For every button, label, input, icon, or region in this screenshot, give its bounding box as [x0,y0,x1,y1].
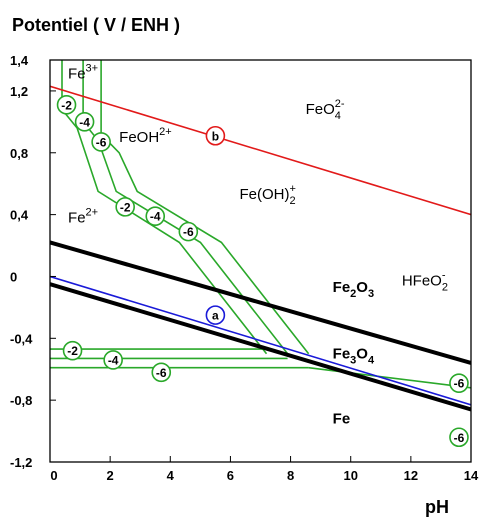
marker-label: -4 [79,115,90,129]
y-tick-label: -0,4 [10,331,33,346]
marker-8: -2 [62,340,83,361]
marker-label: -6 [454,377,465,391]
x-axis-title: pH [425,497,449,517]
water-line-b [50,85,471,216]
plot-frame [49,59,472,463]
y-tick-label: 0,8 [10,146,28,161]
species-label-4: Fe2+ [68,206,98,226]
marker-circle [62,340,83,361]
marker-11: -6 [449,373,469,393]
marker-circle [91,132,111,152]
y-tick-label: -1,2 [10,455,32,470]
axis-ticks: 0 2 4 6 8 10 12 14 1,4 1,2 0,8 0,4 0 -0,4 -0,8 -1,2 [10,53,479,483]
marker-label: -2 [67,344,78,358]
marker-circle [103,350,123,370]
marker-circle [205,305,226,325]
x-tick-label: 4 [167,468,175,483]
x-tick-label: 14 [464,468,479,483]
oxide-boundary-line-0 [50,240,471,365]
marker-circle [178,221,199,242]
marker-circle [449,373,469,393]
x-tick-label: 10 [343,468,357,483]
marker-12: -6 [449,427,469,448]
x-tick-label: 0 [50,468,57,483]
fe-boundary-line-0 [61,60,268,355]
marker-3: -4 [74,112,95,132]
marker-0: b [205,125,226,146]
marker-circle [449,427,469,448]
boundary-lines [50,60,471,412]
x-tick-label: 8 [287,468,294,483]
marker-label: -4 [108,353,119,367]
marker-5: -2 [115,197,135,217]
species-labels: Fe3+ FeOH2+ FeO42- Fe(OH)2+ Fe2+ Fe2O3 HFeO2- F… [68,63,448,428]
marker-label: a [212,309,219,323]
marker-label: b [212,129,219,143]
y-tick-label: 0,4 [10,208,29,223]
marker-6: -4 [145,206,166,226]
water-line-a [50,275,471,406]
marker-label: -6 [96,135,107,149]
marker-label: -6 [454,431,465,445]
marker-circle [115,197,135,217]
y-axis-title: Potentiel ( V / ENH ) [12,15,180,35]
marker-7: -6 [178,221,199,242]
species-label-5: Fe2O3 [333,279,374,300]
oxide-boundary-line-1 [50,282,471,412]
marker-label: -6 [183,225,194,239]
marker-label: -6 [156,366,167,380]
fe-boundary-line-1 [82,60,289,355]
species-label-8: Fe [333,410,351,427]
x-tick-label: 2 [107,468,114,483]
concentration-markers: b a -2 -4 -6 -2 -4 -6 -2 -4 -6 -6 -6 [56,95,469,448]
marker-2: -2 [56,95,77,115]
marker-circle [56,95,77,115]
marker-label: -2 [120,200,131,214]
marker-circle [74,112,95,132]
marker-10: -6 [151,362,172,383]
species-label-1: FeOH2+ [119,126,172,146]
x-tick-label: 12 [404,468,418,483]
y-tick-label: -0,8 [10,393,32,408]
marker-circle [151,362,172,383]
x-tick-label: 6 [227,468,234,483]
species-label-3: Fe(OH)2+ [239,183,295,207]
species-label-6: HFeO2- [402,270,448,294]
marker-1: a [205,305,226,325]
marker-9: -4 [103,350,123,370]
species-label-7: Fe3O4 [333,345,375,366]
y-tick-label: 0 [10,269,17,284]
marker-circle [145,206,166,226]
marker-label: -2 [61,98,72,112]
marker-4: -6 [91,132,111,152]
fe-boundary-line-2 [100,60,310,355]
y-tick-label: 1,2 [10,84,28,99]
y-tick-label: 1,4 [10,53,29,68]
marker-label: -4 [150,210,161,224]
marker-circle [205,125,226,146]
species-label-2: FeO42- [306,98,345,122]
species-label-0: Fe3+ [68,63,98,83]
